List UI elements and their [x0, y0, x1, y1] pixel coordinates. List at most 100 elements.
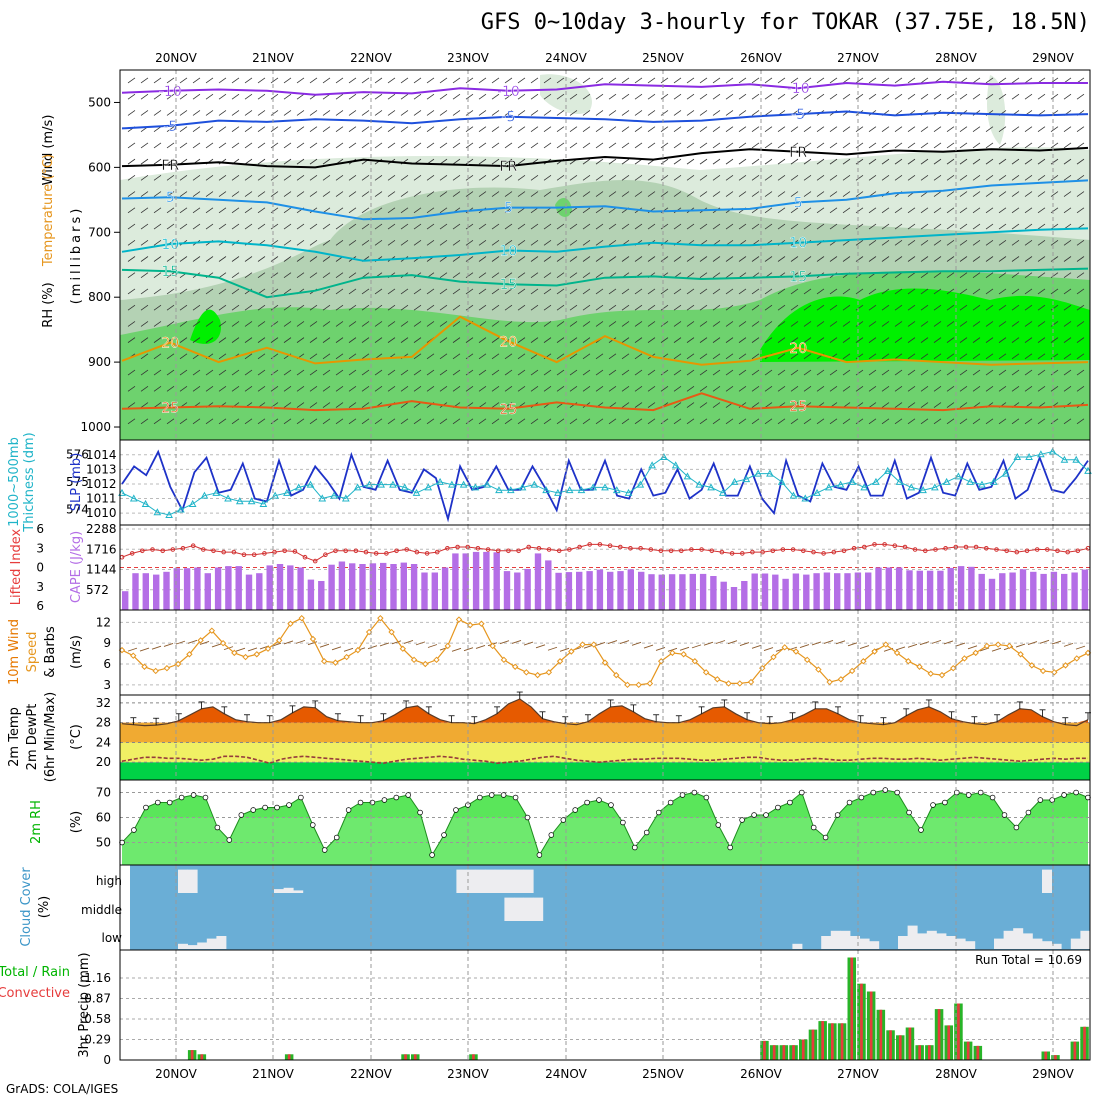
wind-barb	[660, 158, 669, 165]
wind-barb	[426, 418, 435, 425]
wind-barb	[933, 256, 942, 262]
wind-barb	[907, 142, 916, 149]
wind-barb	[491, 288, 500, 295]
wind-barb	[491, 337, 500, 343]
wind-barb	[712, 304, 721, 311]
wind-barb	[556, 418, 565, 425]
cape-bar	[1019, 569, 1027, 610]
isotherm-line	[121, 392, 1089, 412]
wind-barb	[465, 353, 474, 360]
wind-barb	[894, 175, 903, 181]
wind-barb	[569, 369, 578, 376]
cape-bar	[514, 572, 521, 610]
rh-marker	[1025, 809, 1032, 816]
wind-barb	[283, 337, 292, 343]
legend-total-rain: Total / Rain	[0, 965, 70, 980]
wind-barb	[946, 207, 955, 214]
wind-barb	[790, 158, 799, 165]
wind-barb	[647, 337, 656, 343]
wind-barb	[543, 272, 552, 279]
wind-barb	[1011, 223, 1020, 230]
wind-barb	[127, 93, 136, 100]
wind-barb	[946, 272, 955, 279]
wind-barb	[959, 191, 968, 197]
wind-barb	[309, 385, 318, 392]
wind-barb	[400, 304, 409, 311]
cloud-cover-bar	[514, 897, 524, 921]
isotherm-label: -5	[163, 119, 177, 135]
rh-marker	[763, 812, 769, 818]
wind-barb	[608, 126, 617, 132]
wind-barb	[881, 126, 890, 132]
wind-barb	[348, 191, 357, 197]
wind-barb	[530, 418, 539, 425]
wind-barb	[270, 142, 279, 149]
wind-barb	[621, 175, 630, 181]
wind-barb	[946, 239, 955, 246]
wind-barb	[1050, 256, 1059, 262]
wind-barb	[270, 239, 279, 246]
cape-bar	[916, 570, 923, 610]
wind-barb	[439, 288, 448, 295]
wind-barb	[998, 353, 1007, 360]
wind-barb	[608, 207, 617, 214]
lifted-index-marker	[577, 544, 582, 550]
wind-barb	[725, 337, 734, 343]
thickness-marker	[789, 491, 798, 499]
wind-barb	[868, 207, 877, 214]
wind-barb	[816, 142, 825, 149]
convective-bar	[413, 1054, 417, 1060]
wind-barb	[348, 385, 357, 392]
wind-barb	[907, 402, 916, 408]
wind-barb	[1075, 645, 1086, 650]
wind-barb	[816, 337, 825, 343]
wind-barb	[634, 126, 643, 132]
wind-barb	[270, 158, 279, 165]
wind-barb	[829, 418, 838, 425]
wind-barb	[270, 369, 279, 376]
wind-barb	[556, 175, 565, 181]
cloud-level-label: high	[96, 874, 122, 888]
wind-barb	[803, 142, 812, 149]
wind-barb	[643, 644, 654, 649]
wind-speed-marker	[231, 649, 238, 657]
rh-marker	[655, 809, 662, 816]
wind-barb	[205, 288, 214, 295]
rh-marker	[954, 789, 960, 796]
wind-barb	[1076, 93, 1085, 100]
wind-barb	[686, 321, 695, 327]
wind-speed-marker	[298, 614, 305, 622]
wind-barb	[907, 353, 916, 360]
isotherm-label: 5	[794, 195, 803, 211]
wind-barb	[738, 142, 747, 149]
wind-barb	[660, 223, 669, 230]
wind-barb	[790, 369, 799, 376]
wind-barb	[296, 321, 305, 327]
rh-marker	[1013, 824, 1020, 831]
wind-barb	[322, 353, 331, 360]
wind-barb	[595, 207, 604, 214]
wind-barb	[1011, 93, 1020, 100]
wind-barb	[699, 369, 708, 376]
cloud-cover-bar	[907, 925, 918, 949]
wind-barb	[427, 644, 438, 648]
cape-tick-label: 1716	[86, 542, 117, 556]
wind-barb	[127, 142, 136, 149]
wind-speed-marker	[792, 648, 800, 655]
wind-barb	[478, 191, 487, 197]
axis-label-thickness-2: Thickness (dm)	[22, 432, 37, 532]
wind-barb	[829, 304, 838, 311]
wind-barb	[517, 191, 526, 197]
wind-barb	[699, 126, 708, 132]
lifted-index-marker	[994, 547, 999, 552]
wind-barb	[569, 239, 578, 246]
wind-speed-marker	[747, 678, 755, 686]
wind-barb	[985, 191, 994, 197]
wind-barb	[1050, 142, 1059, 149]
cape-bar	[875, 567, 882, 610]
wind-barb	[166, 337, 175, 343]
wind-barb	[842, 158, 851, 165]
wind-speed-marker	[130, 652, 137, 659]
cape-bar	[452, 553, 459, 610]
cape-bar	[338, 561, 346, 610]
